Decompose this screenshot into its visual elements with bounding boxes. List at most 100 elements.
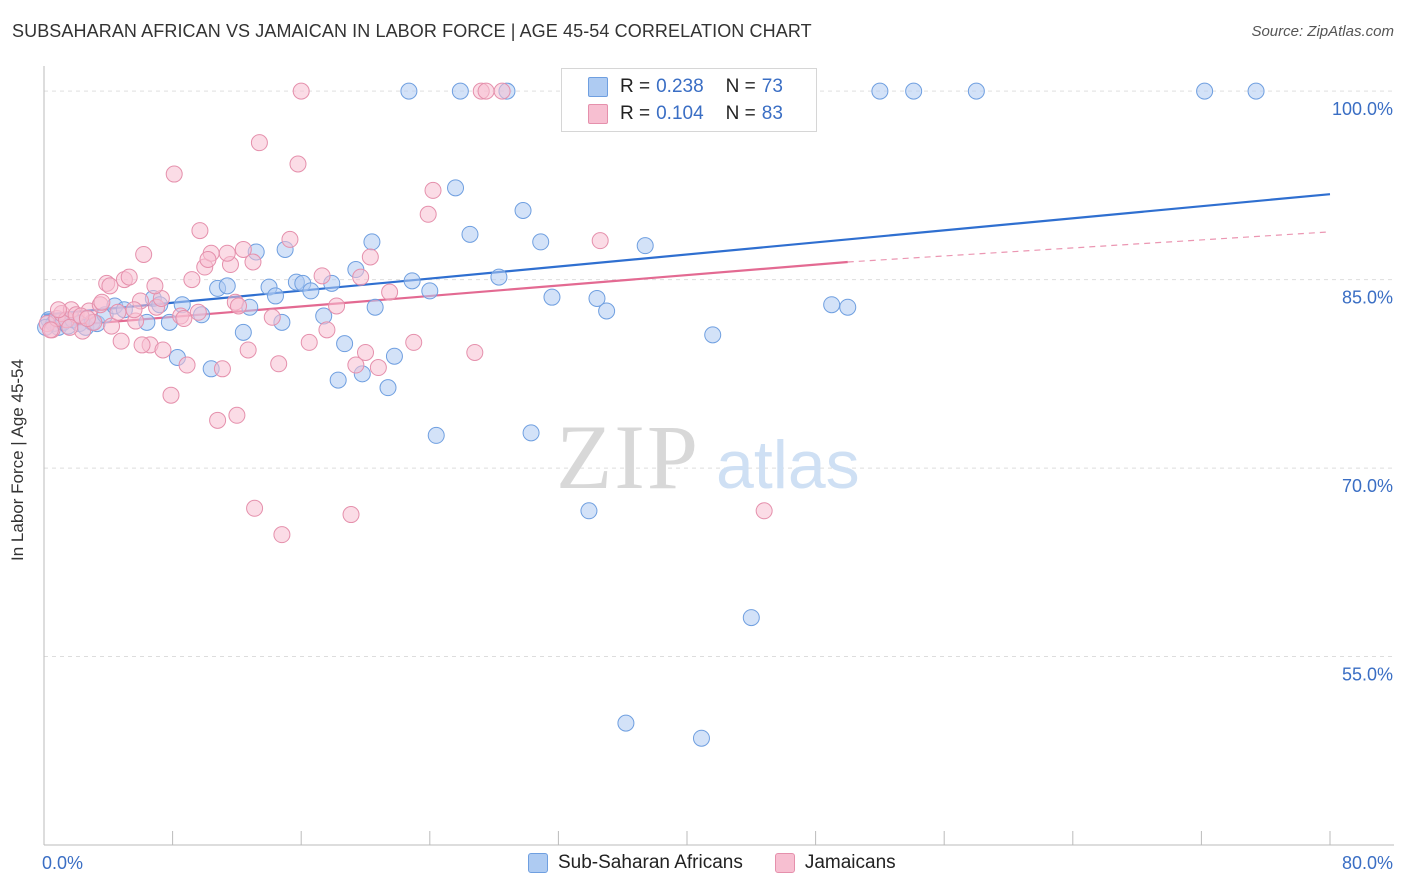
jamaican-point xyxy=(270,355,288,373)
subsaharan-point xyxy=(366,298,384,316)
subsaharan-point xyxy=(379,379,397,397)
x-tick-label: 80.0% xyxy=(1342,853,1393,873)
subsaharan-point xyxy=(427,426,445,444)
subsaharan-point xyxy=(447,179,465,197)
jamaican-point xyxy=(419,205,437,223)
subsaharan-point xyxy=(839,298,857,316)
jamaican-point xyxy=(101,277,119,295)
jamaican-point xyxy=(162,386,180,404)
data-points xyxy=(37,82,1265,747)
subsaharan-point xyxy=(461,225,479,243)
legend-n-value: 73 xyxy=(761,76,783,97)
subsaharan-point xyxy=(1196,82,1214,100)
jamaican-point xyxy=(61,318,79,336)
series-legend: Sub-Saharan Africans Jamaicans xyxy=(528,852,928,874)
jamaican-point xyxy=(246,499,264,517)
subsaharan-point xyxy=(385,347,403,365)
jamaican-point xyxy=(477,82,495,100)
jamaican-point xyxy=(250,134,268,152)
legend-r-value: 0.238 xyxy=(656,76,704,97)
subsaharan-point xyxy=(234,323,252,341)
subsaharan-point xyxy=(636,237,654,255)
legend-swatch-blue xyxy=(588,77,608,97)
jamaican-point xyxy=(292,82,310,100)
subsaharan-point xyxy=(871,82,889,100)
y-tick-label: 70.0% xyxy=(1342,476,1393,496)
y-tick-label: 85.0% xyxy=(1342,288,1393,308)
jamaican-point xyxy=(154,341,172,359)
jamaican-point xyxy=(213,360,231,378)
subsaharan-point xyxy=(336,335,354,353)
source-label: Source: ZipAtlas.com xyxy=(1251,23,1394,40)
svg-text:atlas: atlas xyxy=(716,427,860,503)
jamaican-point xyxy=(313,267,331,285)
y-tick-label: 55.0% xyxy=(1342,665,1393,685)
legend-n-value: 83 xyxy=(761,103,783,124)
subsaharan-point xyxy=(1247,82,1265,100)
jamaican-point xyxy=(120,268,138,286)
y-tick-label: 100.0% xyxy=(1332,99,1393,119)
jamaican-point xyxy=(281,230,299,248)
jamaican-point xyxy=(357,343,374,361)
jamaican-point xyxy=(133,336,151,354)
subsaharan-point xyxy=(742,609,760,627)
subsaharan-point xyxy=(704,326,722,344)
subsaharan-point xyxy=(823,296,841,314)
subsaharan-point xyxy=(692,729,710,747)
jamaican-point xyxy=(103,317,121,335)
jamaican-point xyxy=(199,250,217,268)
subsaharan-point xyxy=(363,233,381,251)
subsaharan-point xyxy=(315,307,333,325)
jamaican-point xyxy=(289,155,307,173)
x-tick-label: 0.0% xyxy=(42,853,83,873)
gridlines xyxy=(44,90,1394,658)
jamaican-point xyxy=(244,253,262,271)
legend-row-jamaican: R = 0.104 N = 83 xyxy=(588,102,783,126)
legend-n-label: N = xyxy=(725,103,756,124)
jamaican-point xyxy=(318,321,336,339)
tick-labels: 100.0% 85.0% 70.0% 55.0% 0.0% 80.0% xyxy=(42,99,1393,873)
jamaican-point xyxy=(239,341,257,359)
jamaican-point xyxy=(273,526,291,544)
series-legend-jamaican: Jamaicans xyxy=(774,852,896,874)
subsaharan-point xyxy=(218,277,236,295)
jamaican-point xyxy=(189,303,207,321)
subsaharan-point xyxy=(967,82,985,100)
series-swatch-pink xyxy=(774,853,795,873)
jamaican-point xyxy=(230,297,248,315)
y-axis-title: In Labor Force | Age 45-54 xyxy=(8,359,27,561)
series-legend-label: Sub-Saharan Africans xyxy=(558,852,743,873)
watermark: ZIP atlas xyxy=(556,406,860,508)
jamaican-point xyxy=(146,277,164,295)
jamaican-point xyxy=(41,321,59,339)
chart-title: SUBSAHARAN AFRICAN VS JAMAICAN IN LABOR … xyxy=(12,21,812,41)
jamaican-point xyxy=(328,297,346,315)
jamaican-point xyxy=(381,283,399,301)
subsaharan-point xyxy=(403,272,421,290)
jamaican-trend-extension xyxy=(847,231,1331,263)
jamaican-point xyxy=(135,245,153,263)
axes xyxy=(43,66,1394,846)
jamaican-point xyxy=(755,502,773,520)
subsaharan-point xyxy=(400,82,418,100)
jamaican-point xyxy=(218,244,236,262)
jamaican-point xyxy=(183,271,201,289)
legend-r-label: R = xyxy=(620,76,651,97)
jamaican-point xyxy=(493,82,511,100)
subsaharan-point xyxy=(580,502,598,520)
jamaican-point xyxy=(342,506,360,524)
jamaican-point xyxy=(591,232,609,250)
subsaharan-point xyxy=(598,302,616,320)
jamaican-point xyxy=(49,301,67,319)
legend-row-subsaharan: R = 0.238 N = 73 xyxy=(588,75,783,99)
subsaharan-point xyxy=(905,82,923,100)
legend-swatch-pink xyxy=(588,104,608,124)
subsaharan-point xyxy=(302,282,320,300)
subsaharan-point xyxy=(421,282,439,300)
jamaican-point xyxy=(93,293,111,311)
correlation-legend: R = 0.238 N = 73 R = 0.104 N = 83 xyxy=(561,68,817,132)
jamaican-point xyxy=(424,181,442,199)
jamaican-point xyxy=(165,165,183,183)
series-legend-label: Jamaicans xyxy=(804,852,896,873)
